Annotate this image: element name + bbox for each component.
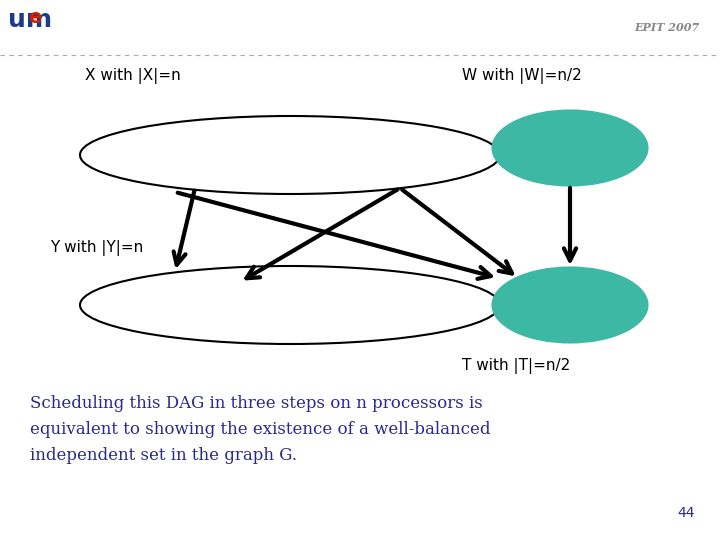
Text: Scheduling this DAG in three steps on n processors is
equivalent to showing the : Scheduling this DAG in three steps on n … xyxy=(30,395,490,464)
Text: T with |T|=n/2: T with |T|=n/2 xyxy=(462,358,570,374)
Text: e: e xyxy=(28,8,41,27)
Ellipse shape xyxy=(80,116,500,194)
Text: W with |W|=n/2: W with |W|=n/2 xyxy=(462,68,582,84)
Ellipse shape xyxy=(80,266,500,344)
Text: EPIT 2007: EPIT 2007 xyxy=(635,22,700,33)
Text: Y with |Y|=n: Y with |Y|=n xyxy=(50,240,143,256)
Ellipse shape xyxy=(492,111,647,186)
Text: um: um xyxy=(8,8,52,32)
Text: 44: 44 xyxy=(678,506,695,520)
Ellipse shape xyxy=(492,267,647,342)
Text: X with |X|=n: X with |X|=n xyxy=(85,68,181,84)
